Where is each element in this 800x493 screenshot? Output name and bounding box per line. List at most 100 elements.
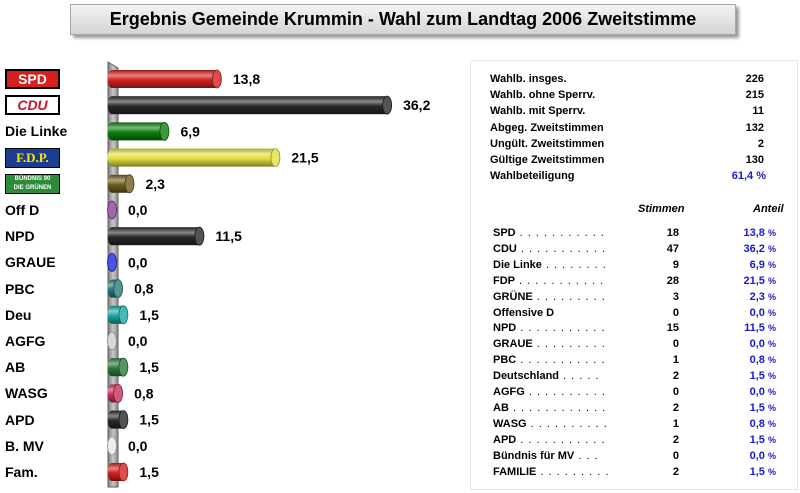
party-votes: 18: [666, 227, 679, 239]
value-label-5: 0,0: [128, 202, 148, 218]
party-votes: 2: [672, 370, 679, 383]
bar-end-cap-14: [107, 436, 117, 456]
bar-11: [112, 358, 124, 377]
value-label-15: 1,5: [139, 464, 159, 480]
bar-start-cap-4: [107, 174, 117, 193]
bar-end-cap-6: [194, 226, 205, 246]
category-label-7: GRAUE: [5, 254, 56, 271]
bar-end-cap-9: [118, 305, 129, 325]
bar-15: [112, 463, 124, 481]
stat-row: Wahlb. insges. 226: [490, 72, 790, 86]
table-row: GRÜNE . . . . . . . . . 3 2,3 %: [490, 290, 790, 304]
stat-label: Wahlb. ohne Sperrv.: [490, 89, 596, 102]
party-name: NPD . . . . . . . . . . .: [493, 322, 606, 335]
table-row: WASG . . . . . . . . . . 1 0,8 %: [490, 417, 790, 431]
party-share: 6,9 %: [749, 258, 776, 271]
value-label-8: 0,8: [134, 281, 154, 297]
category-label-13: APD: [5, 411, 35, 428]
party-votes: 0: [672, 338, 679, 351]
results-table: Stimmen Anteil SPD . . . . . . . . . . . 18…: [490, 0, 790, 493]
party-share: 2,3 %: [749, 290, 776, 303]
category-label-2: Die Linke: [5, 123, 68, 140]
bar-end-cap-10: [107, 331, 117, 351]
table-row: FDP . . . . . . . . . . . 28 21,5 %: [490, 274, 790, 288]
party-name: AGFG . . . . . . . . . .: [493, 386, 606, 398]
category-label-10: AGFG: [5, 333, 46, 349]
category-label-1: CDU: [5, 95, 60, 116]
stat-row: Ungült. Zweitstimmen 2: [490, 137, 790, 151]
value-label-7: 0,0: [128, 254, 148, 270]
stat-row: Wahlb. mit Sperrv. 11: [490, 104, 790, 118]
table-row: Die Linke . . . . . . . . 9 6,9 %: [490, 258, 790, 272]
stat-label: Wahlb. mit Sperrv.: [490, 105, 586, 118]
value-label-4: 2,3: [145, 176, 165, 192]
category-label-0: SPD: [5, 69, 60, 89]
table-row: AB . . . . . . . . . . . . 2 1,5 %: [490, 401, 790, 415]
bar-end-cap-3: [270, 148, 281, 168]
party-name: FAMILIE . . . . . . . . .: [493, 465, 610, 478]
party-share: 1,5 %: [749, 370, 776, 383]
category-label-8: PBC: [5, 280, 35, 297]
party-share: 0,0 %: [749, 386, 776, 398]
party-name: Offensive D: [493, 306, 555, 319]
party-votes: 9: [672, 258, 679, 271]
value-label-3: 21,5: [291, 150, 318, 166]
category-label-4: BÜNDNIS 90 DIE GRÜNEN: [5, 173, 60, 194]
party-votes: 2: [672, 465, 679, 478]
category-label-6: NPD: [5, 228, 35, 245]
bar-end-cap-7: [107, 252, 117, 272]
party-votes: 15: [666, 322, 679, 335]
bar-end-cap-13: [118, 410, 129, 430]
table-row: CDU . . . . . . . . . . . 47 36,2 %: [490, 242, 790, 256]
value-label-2: 6,9: [180, 123, 200, 139]
party-name: WASG . . . . . . . . . .: [493, 417, 608, 430]
party-share: 0,8 %: [749, 354, 776, 367]
party-votes: 1: [672, 417, 679, 430]
bar-start-cap-3: [107, 148, 117, 167]
party-share: 21,5 %: [743, 274, 776, 287]
table-row: Bündnis für MV . . . 0 0,0 %: [490, 449, 790, 463]
party-name: CDU . . . . . . . . . . .: [493, 242, 607, 255]
bar-3: [112, 148, 276, 167]
party-name: PBC . . . . . . . . . . .: [493, 354, 606, 367]
bar-end-cap-8: [113, 279, 123, 299]
party-votes: 28: [666, 274, 679, 287]
stat-label: Wahlb. insges.: [490, 73, 567, 85]
party-share: 0,0 %: [749, 338, 776, 351]
stat-value: 11: [752, 105, 764, 118]
stat-value: 226: [745, 73, 764, 85]
stat-value: 130: [745, 154, 764, 166]
value-label-14: 0,0: [128, 438, 148, 454]
bar-end-cap-12: [113, 383, 123, 403]
stat-label: Abgeg. Zweitstimmen: [490, 121, 604, 134]
party-votes: 3: [672, 290, 679, 303]
bar-end-cap-4: [124, 174, 135, 194]
category-label-5: Off D: [5, 202, 40, 218]
category-label-14: B. MV: [5, 437, 44, 454]
stat-row: Abgeg. Zweitstimmen 132: [490, 121, 790, 135]
bar-end-cap-5: [107, 200, 117, 220]
bar-0: [112, 70, 217, 88]
bar-end-cap-0: [211, 69, 222, 89]
party-votes: 0: [672, 386, 679, 398]
party-share: 13,8 %: [743, 227, 776, 239]
category-label-9: Deu: [5, 306, 32, 323]
category-label-15: Fam.: [5, 464, 38, 480]
stat-value: 61,4 %: [731, 170, 766, 183]
chart-title: Ergebnis Gemeinde Krummin - Wahl zum Lan…: [70, 4, 736, 35]
party-votes: 47: [666, 242, 679, 255]
bar-start-cap-15: [107, 463, 117, 481]
value-label-0: 13,8: [233, 71, 260, 87]
results-panel: [470, 60, 798, 490]
bar-start-cap-11: [107, 358, 117, 377]
party-share: 0,8 %: [749, 417, 776, 430]
category-label-11: AB: [5, 359, 26, 376]
party-share: 36,2 %: [743, 242, 776, 255]
bar-13: [112, 410, 124, 429]
stat-value: 215: [745, 89, 764, 102]
party-name: GRAUE . . . . . . . . .: [493, 338, 606, 351]
value-label-10: 0,0: [128, 333, 148, 349]
bar-start-cap-9: [107, 305, 117, 324]
party-votes: 0: [672, 306, 679, 319]
table-row: Deutschland . . . . . 2 1,5 %: [490, 369, 790, 383]
